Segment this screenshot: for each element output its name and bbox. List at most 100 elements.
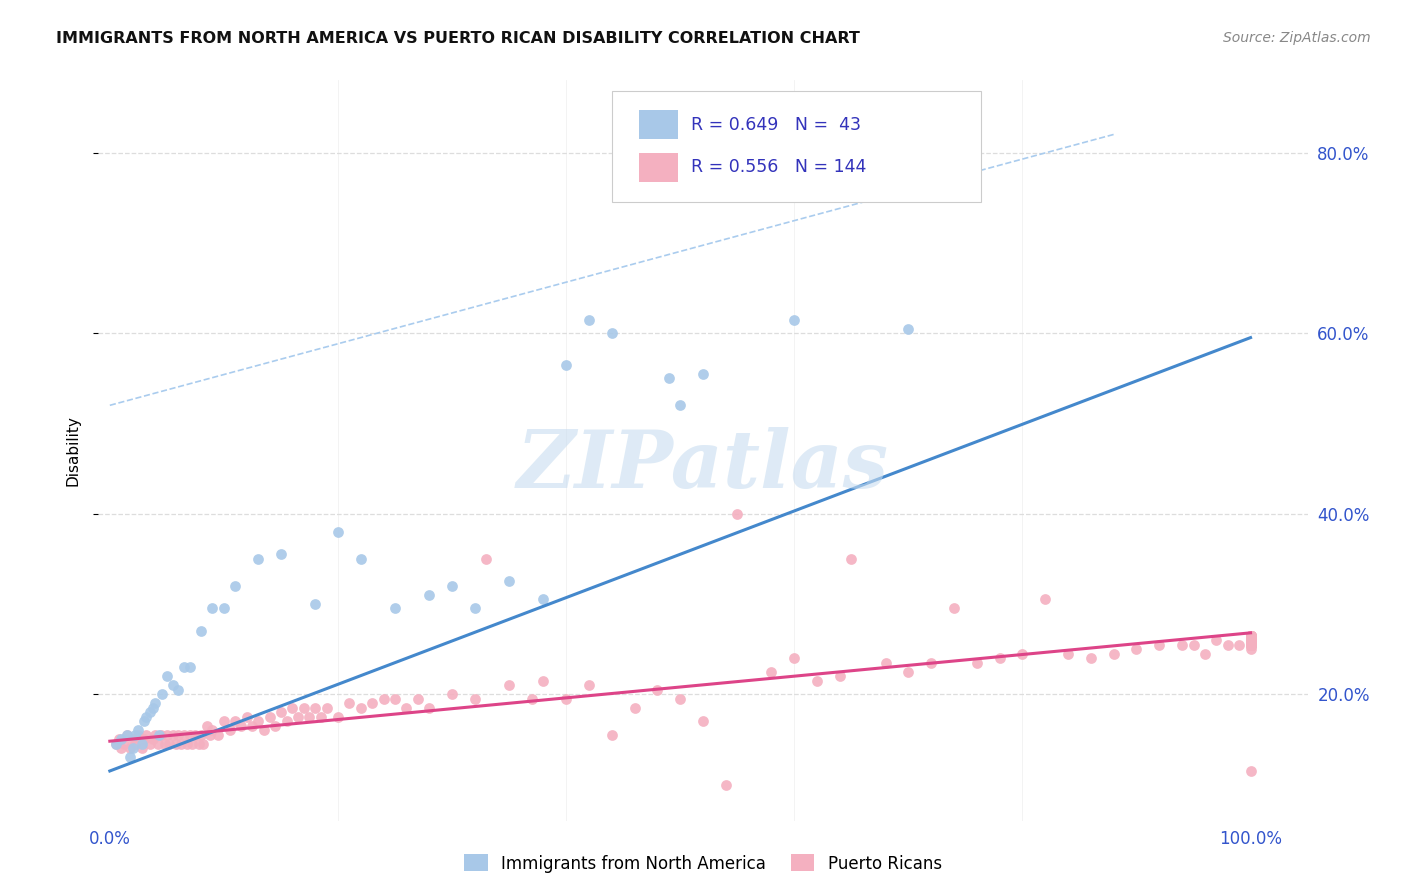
Point [1239,628,1261,642]
Point [1239,638,1261,652]
Point [1194,647,1216,661]
Point [298,710,321,724]
Point [124,728,146,742]
Point [150,687,173,701]
Point [384,691,406,706]
Point [464,691,486,706]
Point [127,723,149,738]
Point [135,728,157,742]
Point [1239,633,1261,648]
Point [1033,592,1056,607]
Point [132,732,155,747]
Point [1239,764,1261,778]
Point [1239,642,1261,657]
Point [669,691,692,706]
Point [247,714,270,729]
Point [441,579,464,593]
Point [287,710,309,724]
Point [110,741,132,756]
Point [1182,638,1205,652]
Point [120,741,142,756]
Point [669,398,692,412]
Point [145,696,167,710]
Point [1239,633,1261,648]
Y-axis label: Disability: Disability [65,415,80,486]
Point [1239,628,1261,642]
Point [253,723,276,738]
Point [406,691,429,706]
Point [361,696,384,710]
Point [555,358,578,372]
Point [169,737,191,751]
Text: R = 0.649   N =  43: R = 0.649 N = 43 [690,116,860,134]
Point [242,719,264,733]
Point [1239,633,1261,648]
Point [104,737,127,751]
Point [1239,628,1261,642]
Point [1239,633,1261,648]
Point [418,700,440,714]
Point [139,737,162,751]
Point [1239,638,1261,652]
Point [148,728,170,742]
Point [395,700,418,714]
Point [135,710,157,724]
Point [783,651,806,665]
Point [1216,638,1239,652]
Point [1239,628,1261,642]
Point [464,601,486,615]
Text: ZIPatlas: ZIPatlas [517,426,889,504]
Point [897,665,920,679]
Point [1239,633,1261,648]
Point [806,673,828,688]
Point [1057,647,1080,661]
Point [200,728,222,742]
Point [150,728,173,742]
Point [1149,638,1171,652]
Point [156,669,179,683]
FancyBboxPatch shape [638,111,678,139]
Point [1239,628,1261,642]
Point [110,732,132,747]
Point [218,723,240,738]
Point [1239,628,1261,642]
Point [276,714,298,729]
Legend: Immigrants from North America, Puerto Ricans: Immigrants from North America, Puerto Ri… [458,847,948,880]
Point [1239,628,1261,642]
Point [201,723,224,738]
Point [112,737,135,751]
Point [1239,638,1261,652]
Point [520,691,543,706]
Point [184,728,207,742]
Point [292,700,315,714]
FancyBboxPatch shape [613,91,981,202]
Point [578,312,600,326]
Point [270,706,292,720]
Point [692,367,714,381]
Point [875,656,897,670]
Point [259,710,281,724]
Point [212,601,235,615]
Point [1125,642,1147,657]
Point [179,660,201,674]
Point [212,714,235,729]
Point [1239,628,1261,642]
Point [235,710,257,724]
Point [1239,628,1261,642]
Point [1239,638,1261,652]
Point [176,737,198,751]
Point [115,728,138,742]
Point [142,700,165,714]
Point [1239,638,1261,652]
Point [1239,638,1261,652]
Point [714,778,737,792]
Point [224,714,246,729]
Point [247,551,270,566]
Point [828,669,851,683]
Point [725,507,748,521]
Point [1239,628,1261,642]
Point [783,312,806,326]
Point [350,700,373,714]
Point [373,691,395,706]
Point [1239,628,1261,642]
